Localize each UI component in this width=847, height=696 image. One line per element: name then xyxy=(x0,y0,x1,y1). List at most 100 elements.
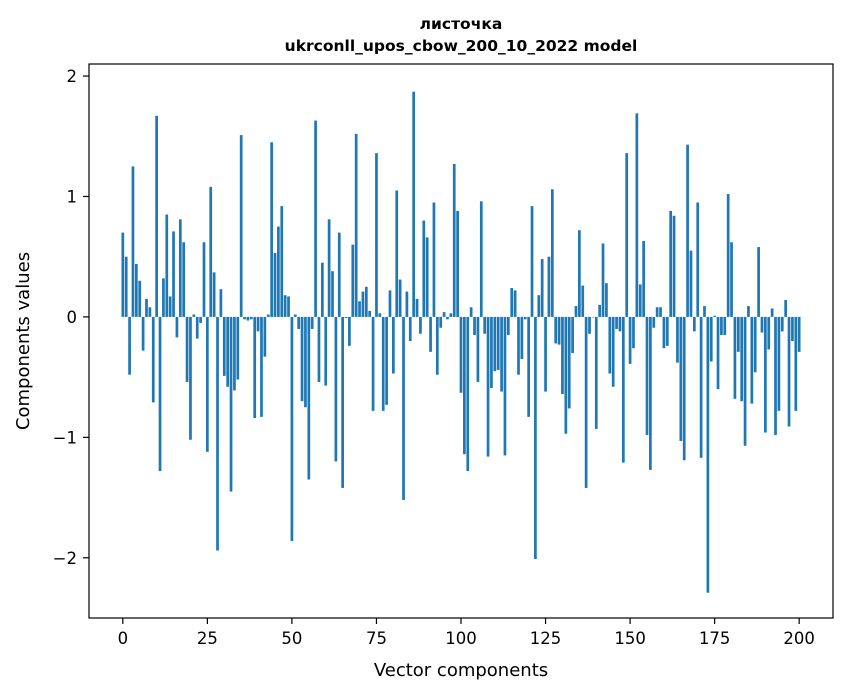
bar xyxy=(206,316,209,452)
bar xyxy=(544,316,547,392)
bar xyxy=(621,316,625,463)
bar xyxy=(534,316,537,559)
bar xyxy=(490,316,493,388)
bar xyxy=(385,316,388,405)
bar xyxy=(270,142,273,317)
bar xyxy=(787,316,791,427)
bar xyxy=(649,316,652,470)
bar xyxy=(266,314,270,317)
bar xyxy=(263,316,267,357)
bar xyxy=(287,296,290,317)
bar xyxy=(588,316,591,334)
bar xyxy=(720,316,723,335)
bar xyxy=(222,316,226,376)
bar xyxy=(594,316,598,429)
y-tick-label: 1 xyxy=(67,187,78,206)
bar xyxy=(469,307,473,317)
bar xyxy=(378,313,382,317)
bar xyxy=(601,243,605,317)
bar xyxy=(175,316,179,338)
bar xyxy=(293,314,297,317)
bar xyxy=(422,220,426,317)
bar xyxy=(226,316,230,387)
bar xyxy=(797,316,801,352)
bar xyxy=(189,316,192,440)
bar xyxy=(550,189,554,317)
bar xyxy=(669,210,673,317)
bar xyxy=(567,316,571,409)
bar xyxy=(300,316,304,402)
bar xyxy=(229,316,233,492)
bar xyxy=(676,316,679,363)
bar xyxy=(696,202,700,317)
bar xyxy=(615,316,618,329)
bar xyxy=(645,316,649,435)
bar xyxy=(537,295,541,317)
bar xyxy=(733,316,737,399)
bar xyxy=(561,316,564,394)
x-tick-label: 50 xyxy=(281,629,302,648)
bar xyxy=(297,316,301,329)
bar xyxy=(642,241,645,317)
bar xyxy=(348,316,351,346)
y-tick-label: 2 xyxy=(67,67,78,86)
bar xyxy=(456,210,459,317)
bar xyxy=(726,194,730,317)
bar xyxy=(659,307,662,317)
bar xyxy=(236,316,240,380)
bar xyxy=(713,315,716,317)
bar xyxy=(419,316,422,334)
x-axis-ticks: 0 25 50 75 100 125 150 175 200 xyxy=(118,618,815,648)
bar xyxy=(331,271,334,317)
bar xyxy=(361,291,365,317)
bar xyxy=(662,316,666,349)
y-tick-label: −2 xyxy=(53,549,77,568)
bar xyxy=(679,316,683,441)
bar xyxy=(591,316,595,318)
bar xyxy=(202,242,206,317)
bar xyxy=(608,316,612,374)
bar xyxy=(757,247,760,317)
bar xyxy=(243,316,246,320)
bar xyxy=(618,316,622,332)
bar xyxy=(530,206,534,317)
bar xyxy=(655,307,659,317)
bar xyxy=(442,312,446,317)
bar xyxy=(740,316,744,402)
bar xyxy=(253,316,257,419)
bar xyxy=(199,316,202,323)
bar xyxy=(277,226,280,317)
bar xyxy=(584,316,588,488)
bar xyxy=(638,284,642,317)
bar xyxy=(341,316,344,488)
bar xyxy=(510,288,514,317)
bar xyxy=(459,316,463,393)
bar xyxy=(134,263,138,317)
bar xyxy=(564,316,568,434)
bar xyxy=(131,166,135,317)
bar xyxy=(388,290,392,317)
bar xyxy=(703,306,706,317)
bar xyxy=(578,230,581,317)
bar xyxy=(358,301,361,317)
bar xyxy=(611,316,615,387)
bar xyxy=(540,259,544,317)
bar xyxy=(784,300,788,317)
bar xyxy=(628,316,632,364)
bar xyxy=(479,201,483,317)
bar xyxy=(344,316,348,319)
bar xyxy=(172,231,175,317)
bar xyxy=(770,308,774,317)
chart-subtitle: ukrconll_upos_cbow_200_10_2022 model xyxy=(285,37,638,55)
bar xyxy=(689,250,693,317)
bar xyxy=(415,298,419,317)
bar xyxy=(239,135,243,317)
bar xyxy=(777,316,781,411)
bar xyxy=(168,296,172,317)
bar xyxy=(517,316,520,375)
y-tick-label: 0 xyxy=(67,308,78,327)
bar xyxy=(324,316,328,386)
x-axis-label: Vector components xyxy=(374,660,548,681)
bar xyxy=(449,313,453,317)
